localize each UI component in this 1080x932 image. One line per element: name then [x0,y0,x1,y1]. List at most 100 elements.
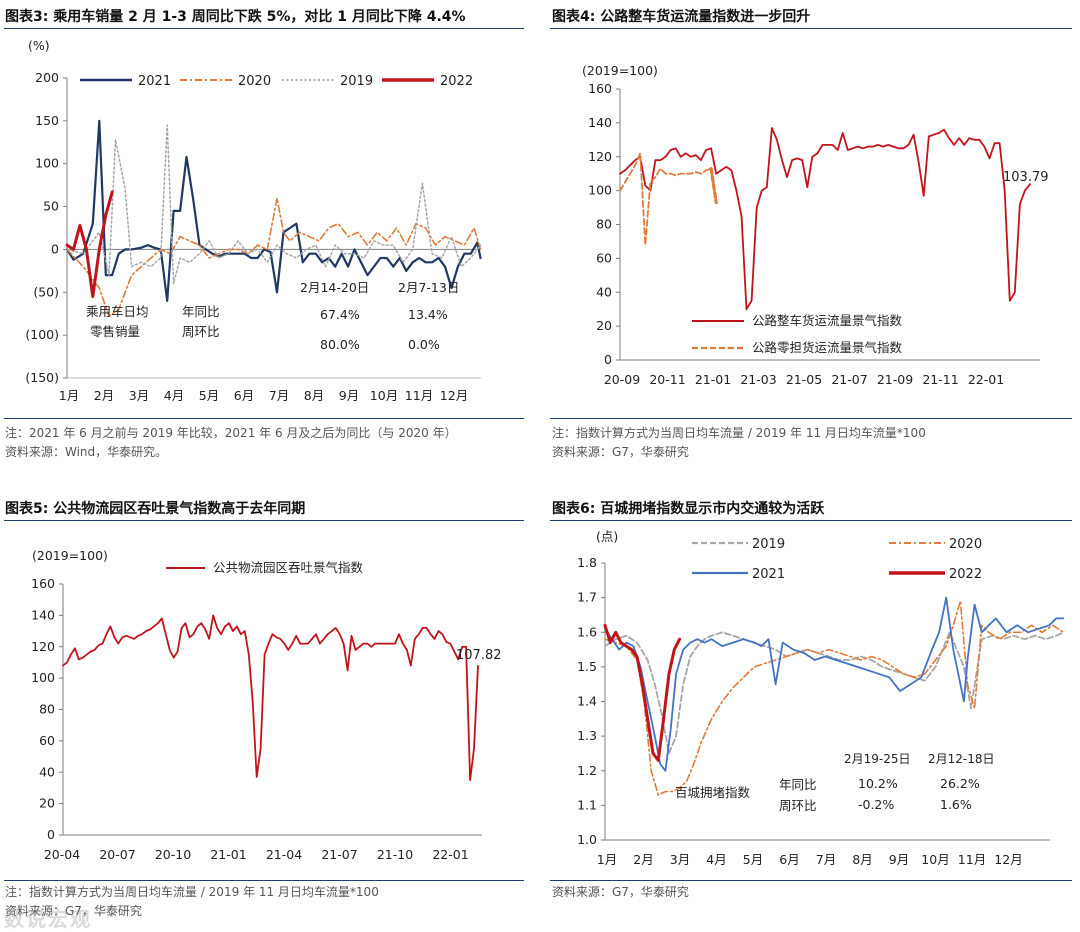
chart3-legend-label-2019: 2019 [340,74,373,89]
chart6-series-2022 [603,623,682,762]
chart3-wow-label: 周环比 [182,324,220,339]
chart4-x-tick-label: 21-09 [877,372,913,387]
chart3-y-tick-label: 200 [35,70,59,85]
chart3-source: 资料来源：Wind，华泰研究。 [5,445,168,459]
chart4-bottom-rule [550,418,1072,419]
chart6-col2-yoy: 26.2% [940,776,980,791]
chart3-col2-head: 2月7-13日 [398,280,459,295]
chart5-y-tick-label: 40 [39,764,55,779]
chart6-y-tick-label: 1.8 [577,555,597,570]
chart5-source: 资料来源：G7，华泰研究 [5,904,142,918]
chart6-title: 图表6: 百城拥堵指数显示市内交通较为活跃 [552,501,825,517]
chart4-end-label: 103.79 [1003,170,1049,185]
chart6-yoy-label: 年同比 [779,777,817,792]
chart6-top-rule [550,520,1072,521]
chart4-x-tick-label: 22-01 [968,372,1004,387]
chart3-y-tick-label: (50) [33,284,59,299]
chart5-y-tick-label: 80 [39,702,55,717]
chart6-series-2021 [604,596,1065,772]
chart3-series-2021 [65,119,482,302]
chart6-x-tick-label: 1月 [597,852,617,867]
chart3-x-tick-label: 4月 [164,388,184,403]
chart5-note: 注：指数计算方式为当周日均车流量 / 2019 年 11 月日均车流量*100 … [5,883,379,921]
chart6-index-label: 百城拥堵指数 [675,785,751,800]
chart5-title: 图表5: 公共物流园区吞吐景气指数高于去年同期 [5,501,306,517]
chart6-x-tick-label: 2月 [633,852,653,867]
chart3-x-tick-label: 1月 [59,388,79,403]
chart6-unit: (点) [596,529,618,544]
chart5-x-tick-label: 21-10 [377,847,413,862]
chart5-top-rule [4,520,524,521]
chart6-legend-label-2022: 2022 [949,567,982,582]
chart5-x-tick-label: 20-10 [155,847,191,862]
chart3-legend-label-2021: 2021 [138,74,171,89]
chart3-title: 图表3: 乘用车销量 2 月 1-3 周同比下跌 5%，对比 1 月同比下降 4… [5,9,466,25]
chart4-y-tick-label: 120 [588,149,612,164]
chart3-retail-label: 乘用车日均 [86,304,149,319]
chart6-col1-yoy: 10.2% [858,776,898,791]
chart3-yoy-label: 年同比 [182,304,220,319]
chart4-plot: (2019=100) 160 140 120 100 80 60 40 20 0 20-09 20-1… [582,63,1049,387]
chart5-y-tick-label: 20 [39,796,55,811]
chart4-y-tick-label: 20 [596,318,612,333]
chart3-series-2022 [65,190,114,299]
chart3-y-tick-label: (100) [25,327,59,342]
chart6-x-tick-label: 3月 [670,852,690,867]
chart3-col1-head: 2月14-20日 [300,280,369,295]
chart4-series-main [619,127,1031,311]
chart6-x-tick-label: 8月 [852,852,872,867]
chart4-y-tick-label: 140 [588,115,612,130]
chart4-legend-label-main: 公路整车货运流量景气指数 [752,313,903,328]
chart3-x-tick-label: 11月 [405,388,433,403]
chart3-col1-wow: 80.0% [320,337,360,352]
chart4-y-tick-label: 100 [588,183,612,198]
chart3-x-tick-label: 12月 [440,388,468,403]
chart3-x-tick-label: 7月 [269,388,289,403]
chart6-x-tick-label: 5月 [743,852,763,867]
chart3-x-tick-label: 3月 [129,388,149,403]
chart4-x-tick-label: 20-09 [604,372,640,387]
chart6-legend-label-2019: 2019 [752,537,785,552]
chart5-x-tick-label: 20-04 [44,847,80,862]
chart5-note-line: 注：指数计算方式为当周日均车流量 / 2019 年 11 月日均车流量*100 [5,885,379,899]
chart6-note: 资料来源：G7，华泰研究 [552,883,689,902]
chart6-x-tick-label: 4月 [706,852,726,867]
chart6-bottom-rule [550,880,1072,881]
chart6-col2-head: 2月12-18日 [928,752,995,766]
chart5-y-tick-label: 120 [31,639,55,654]
chart4-legend-label-ltl: 公路零担货运流量景气指数 [752,340,903,355]
chart6-x-tick-label: 6月 [779,852,799,867]
chart4-top-rule [550,28,1072,29]
chart3-plot: (%) 200 150 100 50 0 (50) (100) (150)1月 2月 3月 4月 5月 6… [25,38,482,403]
chart4-series-ltl [619,152,718,246]
chart3-col2-wow: 0.0% [408,337,440,352]
chart4-title: 图表4: 公路整车货运流量指数进一步回升 [552,9,811,25]
chart4-x-tick-label: 20-11 [649,372,685,387]
chart6-x-tick-label: 12月 [994,852,1022,867]
chart6-series-2019 [604,631,1065,755]
chart6-y-tick-label: 1.7 [577,590,597,605]
chart3-bottom-rule [4,418,524,419]
chart5-x-tick-label: 21-01 [210,847,246,862]
chart5-x-tick-label: 22-01 [432,847,468,862]
chart3-x-tick-label: 5月 [199,388,219,403]
chart4-unit: (2019=100) [582,63,658,78]
chart6-legend-label-2021: 2021 [752,567,785,582]
chart6-wow-label: 周环比 [779,798,817,813]
chart6-col1-head: 2月19-25日 [844,752,911,766]
chart5-x-tick-label: 20-07 [99,847,135,862]
chart3-col2-yoy: 13.4% [408,307,448,322]
chart6-x-tick-label: 7月 [816,852,836,867]
chart6-y-tick-label: 1.3 [577,728,597,743]
chart5-plot: (2019=100) 160 140 120 100 80 60 40 20 0 20-04 20-0… [31,548,501,862]
chart3-y-tick-label: 0 [51,241,59,256]
chart5-end-label: 107.82 [456,648,502,663]
chart3-x-tick-label: 9月 [339,388,359,403]
chart6-y-tick-label: 1.4 [577,694,597,709]
chart3-retail-label: 零售销量 [90,324,140,339]
chart6-x-tick-label: 10月 [921,852,949,867]
chart5-y-tick-label: 60 [39,733,55,748]
chart4-x-tick-label: 21-07 [831,372,867,387]
chart6-y-tick-label: 1.5 [577,659,597,674]
